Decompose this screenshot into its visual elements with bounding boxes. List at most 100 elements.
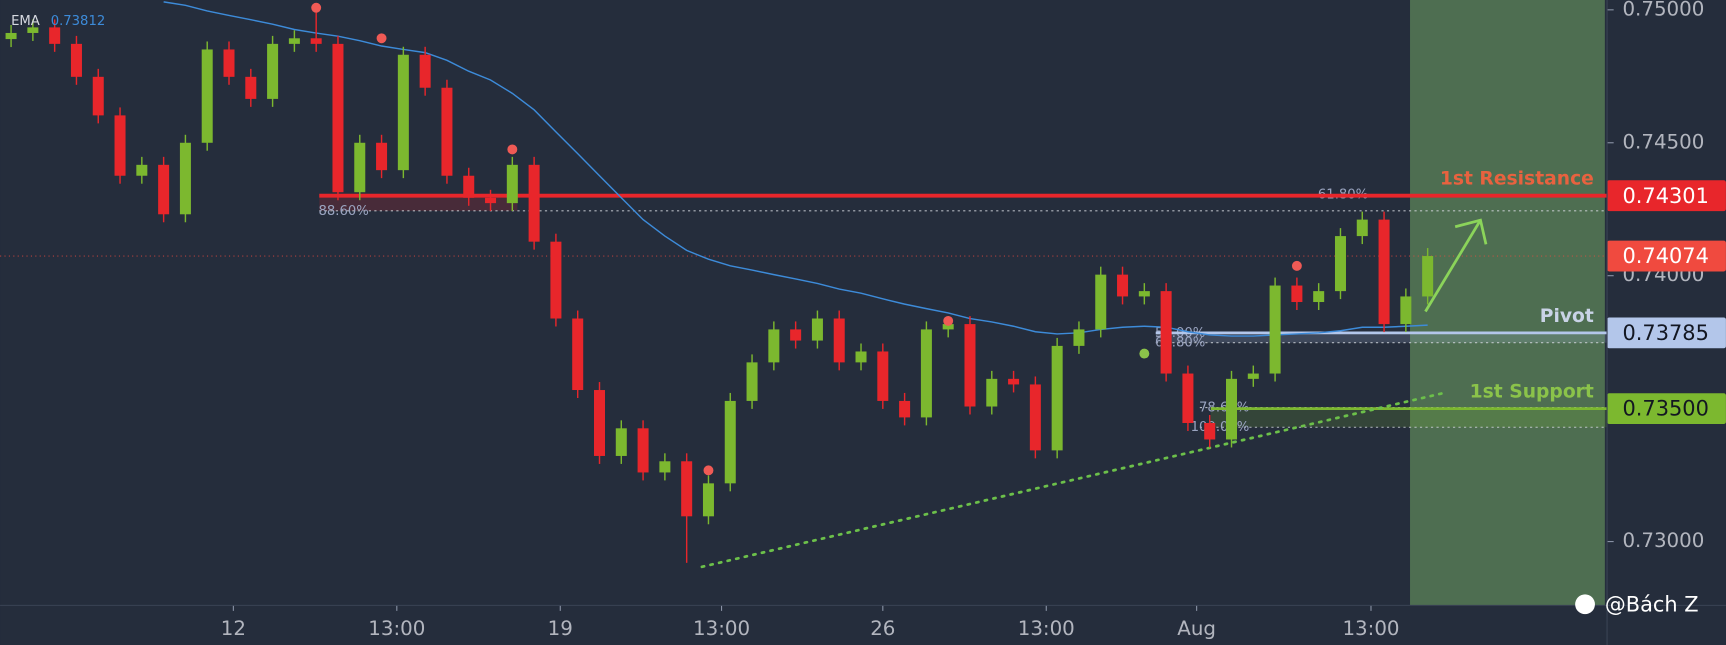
x-tick-label: 13:00 <box>1018 617 1075 640</box>
watermark-logo <box>1575 594 1595 615</box>
candle-body <box>1226 378 1238 440</box>
candle-body <box>550 241 562 319</box>
level-price-label: 0.74301 <box>1622 184 1708 208</box>
candle-body <box>1073 329 1085 346</box>
level-name: Pivot <box>1540 306 1594 327</box>
candle-body <box>1204 422 1216 440</box>
candle-body <box>1095 274 1107 330</box>
candle-body <box>790 329 802 341</box>
candle-body <box>1400 296 1412 325</box>
x-tick-label: 13:00 <box>368 617 425 640</box>
level-zone <box>319 195 518 211</box>
level-price-label: 0.73785 <box>1622 321 1708 345</box>
signal-dot <box>376 33 387 44</box>
candle-body <box>354 142 366 193</box>
level-price-box <box>1607 393 1726 425</box>
candle-body <box>463 175 475 198</box>
level-price-box <box>1607 180 1726 212</box>
signal-dot <box>507 144 518 155</box>
candle-body <box>5 32 17 40</box>
candle-body <box>920 329 932 418</box>
x-tick-label: 19 <box>548 617 573 640</box>
candle-body <box>1008 378 1020 385</box>
fib-label: 88.60% <box>318 204 368 219</box>
candle-body <box>1313 291 1325 303</box>
signal-dot <box>311 2 322 13</box>
candle-body <box>92 76 104 116</box>
level-name: 1st Resistance <box>1440 169 1594 190</box>
candle-body <box>964 324 976 407</box>
candle-body <box>986 378 998 407</box>
candle-body <box>1291 285 1303 303</box>
candle-body <box>223 49 235 77</box>
candle-body <box>1422 256 1434 297</box>
candle-body <box>724 400 736 484</box>
level-zone <box>1210 407 1608 428</box>
candle-body <box>855 351 867 363</box>
candle-body <box>1182 373 1194 423</box>
candle-body <box>746 362 758 401</box>
signal-dot <box>703 465 714 476</box>
candle-body <box>70 43 82 77</box>
level-name: 1st Support <box>1470 382 1594 403</box>
signal-dot <box>1139 348 1150 359</box>
candle-body <box>49 27 61 44</box>
candle-body <box>637 428 649 473</box>
candle-body <box>201 49 213 143</box>
arrow-head <box>1454 218 1488 245</box>
candle-body <box>1138 291 1150 297</box>
candle-body <box>1356 219 1368 237</box>
level-price-label: 0.73500 <box>1622 397 1708 421</box>
candle-body <box>485 197 497 204</box>
candle-body <box>136 164 148 176</box>
watermark: @Bách Z <box>1605 592 1699 616</box>
candle-body <box>899 400 911 418</box>
candle-body <box>332 43 344 193</box>
y-tick-label: 0.75000 <box>1622 0 1704 20</box>
candle-body <box>1051 345 1063 451</box>
candle-body <box>811 318 823 341</box>
ema-value: 0.73812 <box>51 14 106 29</box>
x-tick-label: 26 <box>870 617 895 640</box>
candle-body <box>942 324 954 330</box>
level-price-box <box>1607 317 1726 349</box>
candle-body <box>158 164 170 215</box>
candle-body <box>1247 373 1259 379</box>
y-tick-label: 0.74500 <box>1622 130 1704 153</box>
signal-dot <box>1291 260 1302 271</box>
candle-body <box>245 76 257 99</box>
candle-body <box>1029 384 1041 451</box>
x-tick-label: 13:00 <box>693 617 750 640</box>
candle-body <box>506 164 518 204</box>
candle-body <box>1269 285 1281 374</box>
candle-body <box>593 390 605 456</box>
candle-body <box>833 318 845 363</box>
candle-body <box>1117 274 1129 297</box>
candle-body <box>1334 236 1346 292</box>
candle-body <box>768 329 780 363</box>
candle-body <box>877 351 889 401</box>
ema-line <box>163 1 1428 337</box>
x-tick-label: 13:00 <box>1342 617 1399 640</box>
candle-body <box>441 87 453 176</box>
candle-body <box>615 428 627 456</box>
candle-body <box>267 43 279 99</box>
candle-body <box>681 461 693 517</box>
x-tick-label: Aug <box>1177 617 1216 640</box>
candle-body <box>114 115 126 176</box>
candle-body <box>376 142 388 171</box>
candle-body <box>397 54 409 171</box>
fib-label: 100.00% <box>1191 420 1250 435</box>
candle-body <box>659 461 671 473</box>
x-tick-label: 12 <box>221 617 246 640</box>
arrow <box>1424 219 1482 313</box>
candle-body <box>1160 291 1172 374</box>
candle-body <box>702 483 714 517</box>
level-zone <box>1155 332 1608 343</box>
candle-body <box>27 27 39 33</box>
candle-body <box>572 318 584 391</box>
last-price-label: 0.74074 <box>1622 244 1708 268</box>
signal-dot <box>943 315 954 326</box>
